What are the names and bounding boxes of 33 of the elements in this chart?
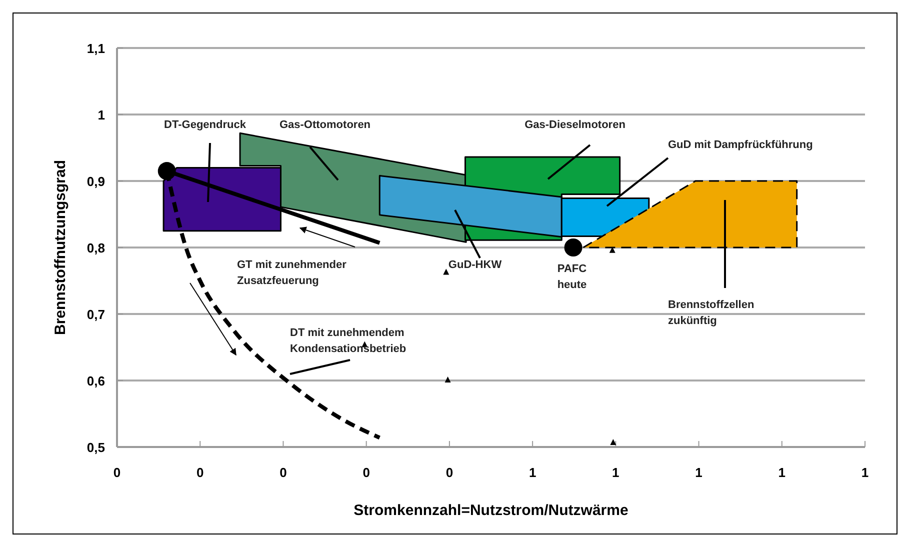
y-tick-label: 0,9 xyxy=(86,174,105,189)
annotation: DT-Gegendruck xyxy=(164,119,247,131)
point xyxy=(158,162,176,180)
annotation: GuD mit Dampfrückführung xyxy=(668,139,813,151)
annotation: DT mit zunehmendem Kondensationsbetrieb xyxy=(290,327,406,355)
annotation: PAFC heute xyxy=(557,263,587,291)
point xyxy=(564,238,582,256)
y-tick-label: 0,6 xyxy=(86,374,105,388)
x-tick-label: 1 xyxy=(528,465,536,480)
y-axis-title: Brennstoffnutzungsgrad xyxy=(52,160,69,335)
annotation: GT mit zunehmender Zusatzfeuerung xyxy=(237,259,348,287)
annotation: GuD-HKW xyxy=(448,259,502,271)
annotation: Gas-Dieselmotoren xyxy=(524,119,626,131)
point xyxy=(444,376,451,382)
x-tick-label: 1 xyxy=(778,465,786,480)
point xyxy=(443,268,450,275)
annotation: Brennstoffzellen zukünftig xyxy=(668,299,754,327)
y-tick-label: 0,5 xyxy=(86,440,105,455)
y-tick-label: 1,1 xyxy=(86,41,105,56)
y-tick-label: 0,7 xyxy=(86,307,105,322)
y-tick-label: 0,8 xyxy=(86,240,105,256)
x-tick-label: 1 xyxy=(861,465,869,480)
x-tick-label: 0 xyxy=(446,465,454,480)
annotation: Gas-Ottomotoren xyxy=(279,119,371,131)
point xyxy=(610,439,616,446)
x-tick-label: 1 xyxy=(612,465,620,480)
y-tick-label: 1 xyxy=(98,108,105,122)
x-tick-label: 0 xyxy=(280,465,287,480)
x-tick-label: 0 xyxy=(362,465,370,480)
x-tick-label: 0 xyxy=(113,465,121,480)
x-axis-title: Stromkennzahl=Nutzstrom/Nutzwärme xyxy=(354,502,628,519)
x-tick-label: 1 xyxy=(695,465,702,480)
x-tick-label: 0 xyxy=(196,465,204,480)
